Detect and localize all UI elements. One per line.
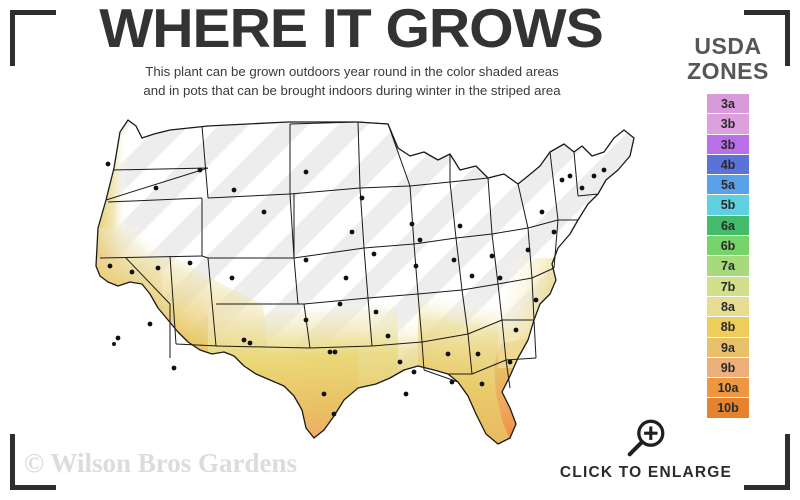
zone-swatch: 6a (707, 215, 749, 237)
zone-swatch: 5a (707, 175, 749, 196)
subtitle-line-1: This plant can be grown outdoors year ro… (145, 64, 559, 79)
click-to-enlarge-control[interactable]: CLICK TO ENLARGE (540, 415, 752, 482)
zone-swatch: 4b (707, 154, 749, 176)
zone-swatch: 10a (707, 378, 749, 399)
legend-title-line-1: USDA (694, 33, 762, 59)
zone-swatch: 3b (707, 134, 749, 155)
zone-swatch: 10b (707, 398, 749, 419)
usda-zone-map[interactable] (58, 108, 658, 453)
zone-swatch-list: 3a 3b 3b 4b 5a 5b 6a 6b 7a 7b 8a 8b 9a 9b 10a 10b (707, 94, 749, 419)
zone-swatch: 3b (707, 114, 749, 135)
zone-swatch: 5b (707, 195, 749, 216)
page-subtitle: This plant can be grown outdoors year ro… (56, 62, 648, 100)
zone-swatch: 9a (707, 337, 749, 358)
page-title: WHERE IT GROWS (99, 0, 603, 59)
zone-swatch: 8a (707, 296, 749, 318)
magnifier-plus-icon[interactable] (623, 415, 669, 461)
watermark: © Wilson Bros Gardens (24, 448, 297, 478)
zone-swatch: 7b (707, 276, 749, 297)
zone-swatch: 7a (707, 256, 749, 277)
enlarge-label[interactable]: CLICK TO ENLARGE (559, 464, 733, 481)
zone-swatch: 3a (707, 94, 749, 115)
map-container[interactable] (58, 108, 658, 453)
subtitle-line-2: and in pots that can be brought indoors … (143, 83, 561, 98)
zone-swatch: 6b (707, 236, 749, 257)
zone-swatch: 8b (707, 317, 749, 338)
map-state-borders (95, 119, 635, 445)
legend-title-line-2: ZONES (687, 58, 769, 84)
legend-title: USDA ZONES (666, 34, 790, 84)
zone-swatch: 9b (707, 357, 749, 379)
usda-zones-legend: USDA ZONES 3a 3b 3b 4b 5a 5b 6a 6b 7a 7b 8a 8b 9a 9b 1… (666, 34, 790, 419)
map-city-dots (105, 161, 607, 417)
